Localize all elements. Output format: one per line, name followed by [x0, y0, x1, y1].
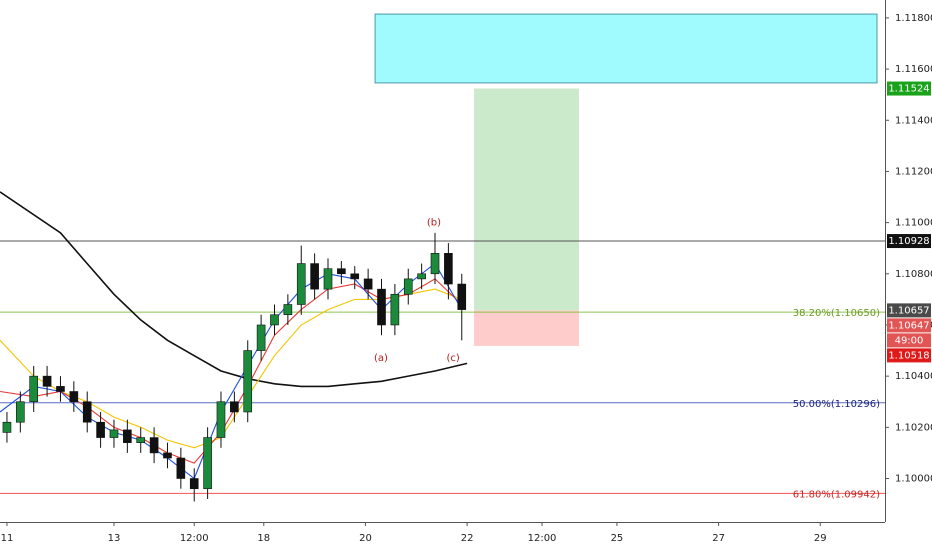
candle-body [256, 324, 266, 351]
candle-body [149, 437, 159, 454]
y-tick-label: 1.11400 [895, 115, 932, 126]
x-tick-label: 25 [611, 533, 624, 544]
countdown-box [887, 333, 931, 348]
candle-body [56, 386, 65, 392]
wave-label: (c) [447, 353, 460, 364]
candle-body [136, 437, 146, 443]
x-tick-label: 13 [108, 533, 121, 544]
candle-body [109, 429, 119, 438]
candle-body [2, 421, 12, 433]
candle-body [417, 273, 426, 280]
candle-body [82, 401, 92, 423]
x-tick-label: 27 [712, 533, 725, 544]
y-tick-label: 1.10400 [895, 371, 932, 382]
price-label-box [887, 81, 931, 96]
candle-body [350, 273, 360, 280]
y-tick-label: 1.11800 [895, 13, 932, 24]
candle-body [189, 478, 199, 490]
candle-body [176, 457, 186, 479]
x-tick-label: 18 [257, 533, 270, 544]
price-label-box [887, 234, 931, 249]
candle-body [123, 429, 132, 443]
candle-body [163, 452, 172, 459]
y-tick-label: 1.10200 [895, 422, 932, 433]
x-tick-label: 22 [461, 533, 474, 544]
price-label: 1.10657 [888, 305, 929, 316]
candle-body [69, 391, 79, 403]
y-tick-label: 1.11000 [895, 218, 932, 229]
candle-body [270, 314, 279, 326]
level-label: 61.80%(1.09942) [793, 489, 880, 500]
wave-label: (b) [427, 218, 441, 229]
price-label-box [887, 348, 931, 363]
candle-body [363, 278, 373, 290]
candle-body [283, 304, 293, 316]
candle-body [377, 288, 386, 326]
x-tick-label: 12:00 [528, 533, 557, 544]
price-label: 1.11524 [888, 84, 929, 95]
x-tick-label: 12:00 [180, 533, 209, 544]
candle-body [457, 283, 467, 310]
candle-body [96, 421, 105, 438]
zone [474, 310, 579, 346]
candle-body [323, 268, 333, 290]
candle-body [243, 350, 253, 413]
candle-body [430, 253, 440, 275]
candle-body [337, 268, 346, 275]
wave-label: (a) [374, 353, 388, 364]
zone [474, 88, 579, 311]
candle-body [42, 375, 52, 387]
zone [374, 13, 878, 84]
y-tick-label: 1.11200 [895, 166, 932, 177]
price-label-box [887, 318, 931, 333]
candle-body [203, 437, 212, 490]
candle-body [403, 278, 413, 295]
candle-body [29, 375, 39, 403]
price-label: 1.10928 [888, 236, 929, 247]
candle-body [390, 293, 400, 326]
level-label: 38.20%(1.10650) [793, 308, 880, 319]
y-tick-label: 1.11600 [895, 64, 932, 75]
candle-body [296, 263, 306, 305]
candle-body [16, 401, 25, 423]
x-tick-label: 20 [359, 533, 372, 544]
candle-body [444, 253, 453, 285]
candle-body [310, 263, 319, 290]
x-tick-label: 29 [814, 533, 827, 544]
price-label: 1.10647 [888, 320, 929, 331]
candle-body [230, 401, 239, 413]
ma-line [0, 262, 463, 480]
candle-body [216, 401, 226, 438]
x-tick-label: 11 [1, 533, 14, 544]
level-label: 50.00%(1.10296) [793, 399, 880, 410]
y-tick-label: 1.10000 [895, 474, 932, 485]
price-label: 1.10518 [888, 350, 929, 361]
y-tick-label: 1.10800 [895, 269, 932, 280]
price-label-box [887, 303, 931, 318]
countdown: 49:00 [895, 335, 924, 346]
